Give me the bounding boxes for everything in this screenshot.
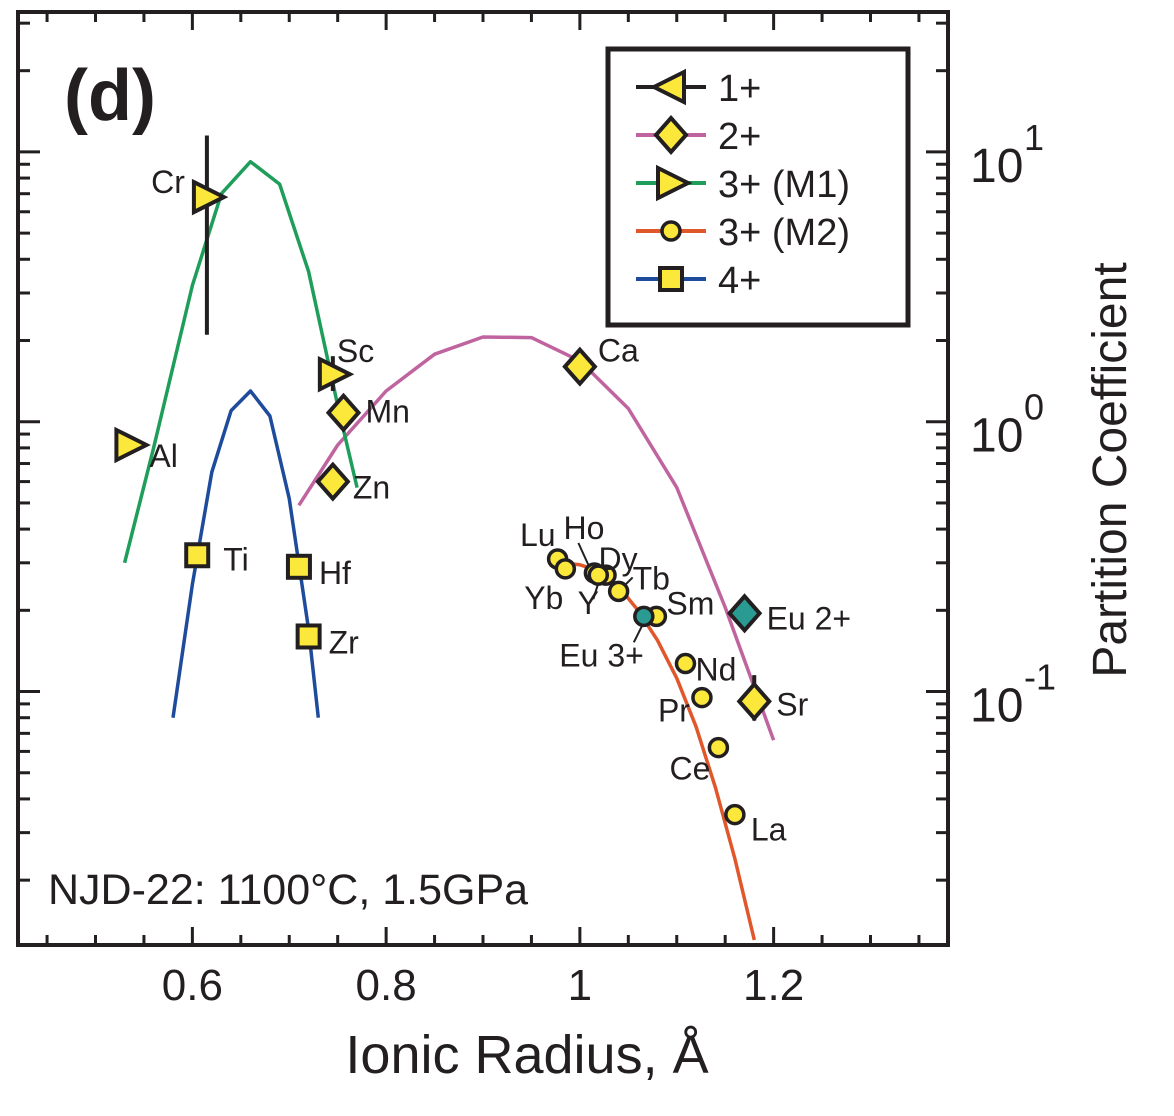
point-label-pr: Pr — [658, 693, 690, 729]
marker-ca — [562, 346, 598, 387]
x-axis-label: Ionic Radius, Å — [345, 1025, 708, 1085]
marker-al — [114, 426, 151, 464]
y-tick-label-exponent: 0 — [1024, 387, 1044, 428]
point-label-sc: Sc — [337, 333, 374, 369]
point-label-hf: Hf — [319, 555, 351, 591]
point-label-la: La — [751, 812, 787, 848]
legend-label-3-m1: 3+ (M1) — [718, 164, 850, 206]
leader-eu-3 — [632, 625, 643, 643]
marker-yb — [554, 558, 577, 580]
y-tick-label-exponent: -1 — [1024, 657, 1056, 698]
marker-zn — [315, 461, 351, 502]
point-label-y: Y — [578, 585, 599, 621]
legend-marker-1 — [649, 68, 686, 106]
point-label-eu-2: Eu 2+ — [767, 600, 852, 636]
point-label-sm: Sm — [666, 585, 714, 621]
y-tick-label-base: 10 — [970, 680, 1023, 733]
curve-3-m1 — [122, 159, 359, 564]
point-label-lu: Lu — [520, 517, 556, 553]
point-label-yb: Yb — [524, 580, 563, 616]
y-tick-label-exponent: 1 — [1024, 117, 1044, 158]
leader-ho — [577, 542, 590, 566]
marker-cr — [191, 178, 229, 216]
legend-label-3-m2: 3+ (M2) — [718, 212, 850, 254]
marker-mn — [325, 392, 362, 433]
point-label-nd: Nd — [695, 652, 736, 688]
curve-2 — [297, 335, 776, 741]
x-tick-label: 0.6 — [162, 961, 223, 1010]
point-label-mn: Mn — [366, 394, 410, 430]
marker-pr — [691, 686, 713, 709]
leader-tb — [623, 576, 634, 587]
x-tick-label: 1 — [568, 961, 592, 1010]
marker-eu-2 — [726, 593, 763, 634]
legend-marker-2 — [653, 114, 689, 156]
marker-la — [724, 803, 746, 826]
point-label-al: Al — [149, 438, 177, 474]
x-tick-label: 1.2 — [743, 961, 804, 1010]
point-label-ti: Ti — [223, 541, 248, 577]
point-label-eu-3: Eu 3+ — [559, 637, 644, 673]
marker-ti — [184, 542, 211, 569]
marker-hf — [285, 553, 312, 580]
point-label-tb: Tb — [633, 560, 670, 596]
point-label-cr: Cr — [151, 164, 185, 200]
x-tick-label: 0.8 — [356, 961, 417, 1010]
panel-label: (d) — [64, 56, 156, 136]
legend-marker-3-m1 — [656, 164, 693, 202]
marker-zr — [295, 623, 322, 650]
legend-marker-4 — [658, 266, 684, 292]
legend: 1+ 2+ 3+ (M1) 3+ (M2) 4+ — [605, 46, 911, 328]
legend-label-2: 2+ — [718, 116, 761, 158]
condition-annotation: NJD-22: 1100°C, 1.5GPa — [48, 866, 528, 914]
legend-marker-3-m2 — [660, 220, 682, 242]
point-label-zr: Zr — [329, 624, 360, 660]
marker-ce — [707, 736, 730, 759]
marker-sr — [736, 681, 772, 722]
point-label-ce: Ce — [670, 751, 711, 787]
leader-y — [592, 582, 600, 600]
y-axis-label: Partition Coefficient — [1084, 262, 1137, 677]
point-label-sr: Sr — [776, 686, 808, 722]
point-label-ho: Ho — [564, 510, 605, 546]
point-label-zn: Zn — [353, 470, 390, 506]
point-label-ca: Ca — [598, 333, 639, 369]
legend-label-4: 4+ — [718, 260, 761, 302]
marker-eu-3 — [633, 605, 655, 628]
marker-tb — [607, 580, 630, 603]
legend-label-1: 1+ — [718, 68, 761, 110]
y-tick-label-base: 10 — [970, 140, 1023, 193]
marker-nd — [674, 652, 697, 675]
marker-sc — [317, 355, 355, 393]
y-tick-label-base: 10 — [970, 410, 1023, 463]
marker-y — [587, 564, 610, 586]
